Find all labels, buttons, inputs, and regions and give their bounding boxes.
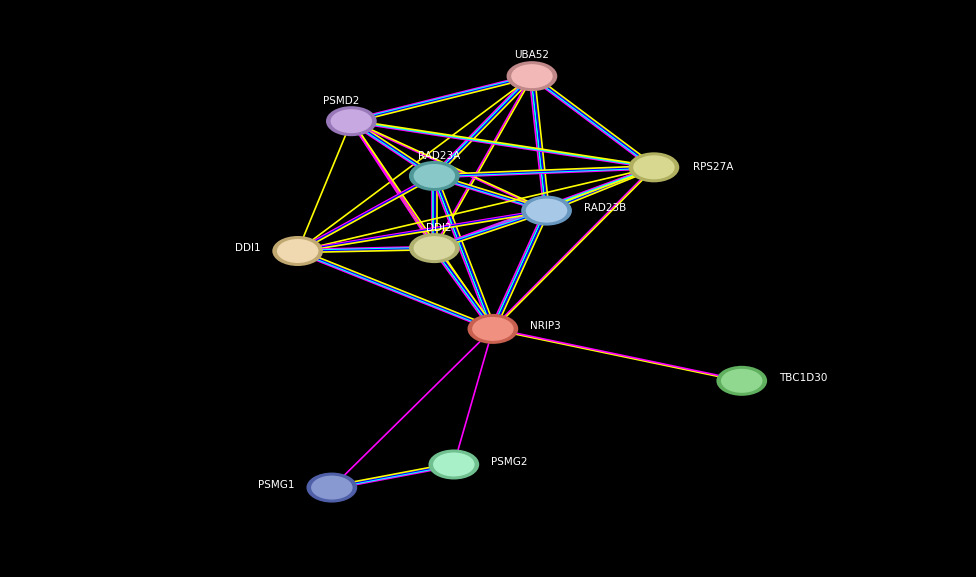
Circle shape (413, 235, 456, 261)
Circle shape (306, 473, 357, 503)
Circle shape (468, 314, 518, 344)
Text: DDI1: DDI1 (235, 243, 261, 253)
Circle shape (521, 196, 572, 226)
Circle shape (629, 152, 679, 182)
Text: UBA52: UBA52 (514, 50, 549, 60)
Circle shape (507, 61, 557, 91)
Circle shape (272, 236, 323, 266)
Circle shape (525, 198, 568, 223)
Circle shape (276, 238, 319, 264)
Circle shape (330, 108, 373, 134)
Text: PSMD2: PSMD2 (323, 96, 360, 106)
Circle shape (720, 368, 763, 394)
Text: RAD23B: RAD23B (584, 203, 626, 213)
Text: TBC1D30: TBC1D30 (779, 373, 828, 383)
Circle shape (413, 163, 456, 189)
Circle shape (409, 233, 460, 263)
Circle shape (632, 155, 675, 180)
Text: PSMG1: PSMG1 (259, 479, 295, 490)
Circle shape (326, 106, 377, 136)
Circle shape (428, 449, 479, 479)
Text: PSMG2: PSMG2 (491, 456, 527, 467)
Circle shape (310, 475, 353, 500)
Circle shape (432, 452, 475, 477)
Text: NRIP3: NRIP3 (530, 321, 561, 331)
Text: RPS27A: RPS27A (693, 162, 733, 173)
Circle shape (471, 316, 514, 342)
Text: RAD23A: RAD23A (418, 151, 461, 161)
Text: DDI2: DDI2 (427, 223, 452, 233)
Circle shape (716, 366, 767, 396)
Circle shape (510, 63, 553, 89)
Circle shape (409, 161, 460, 191)
